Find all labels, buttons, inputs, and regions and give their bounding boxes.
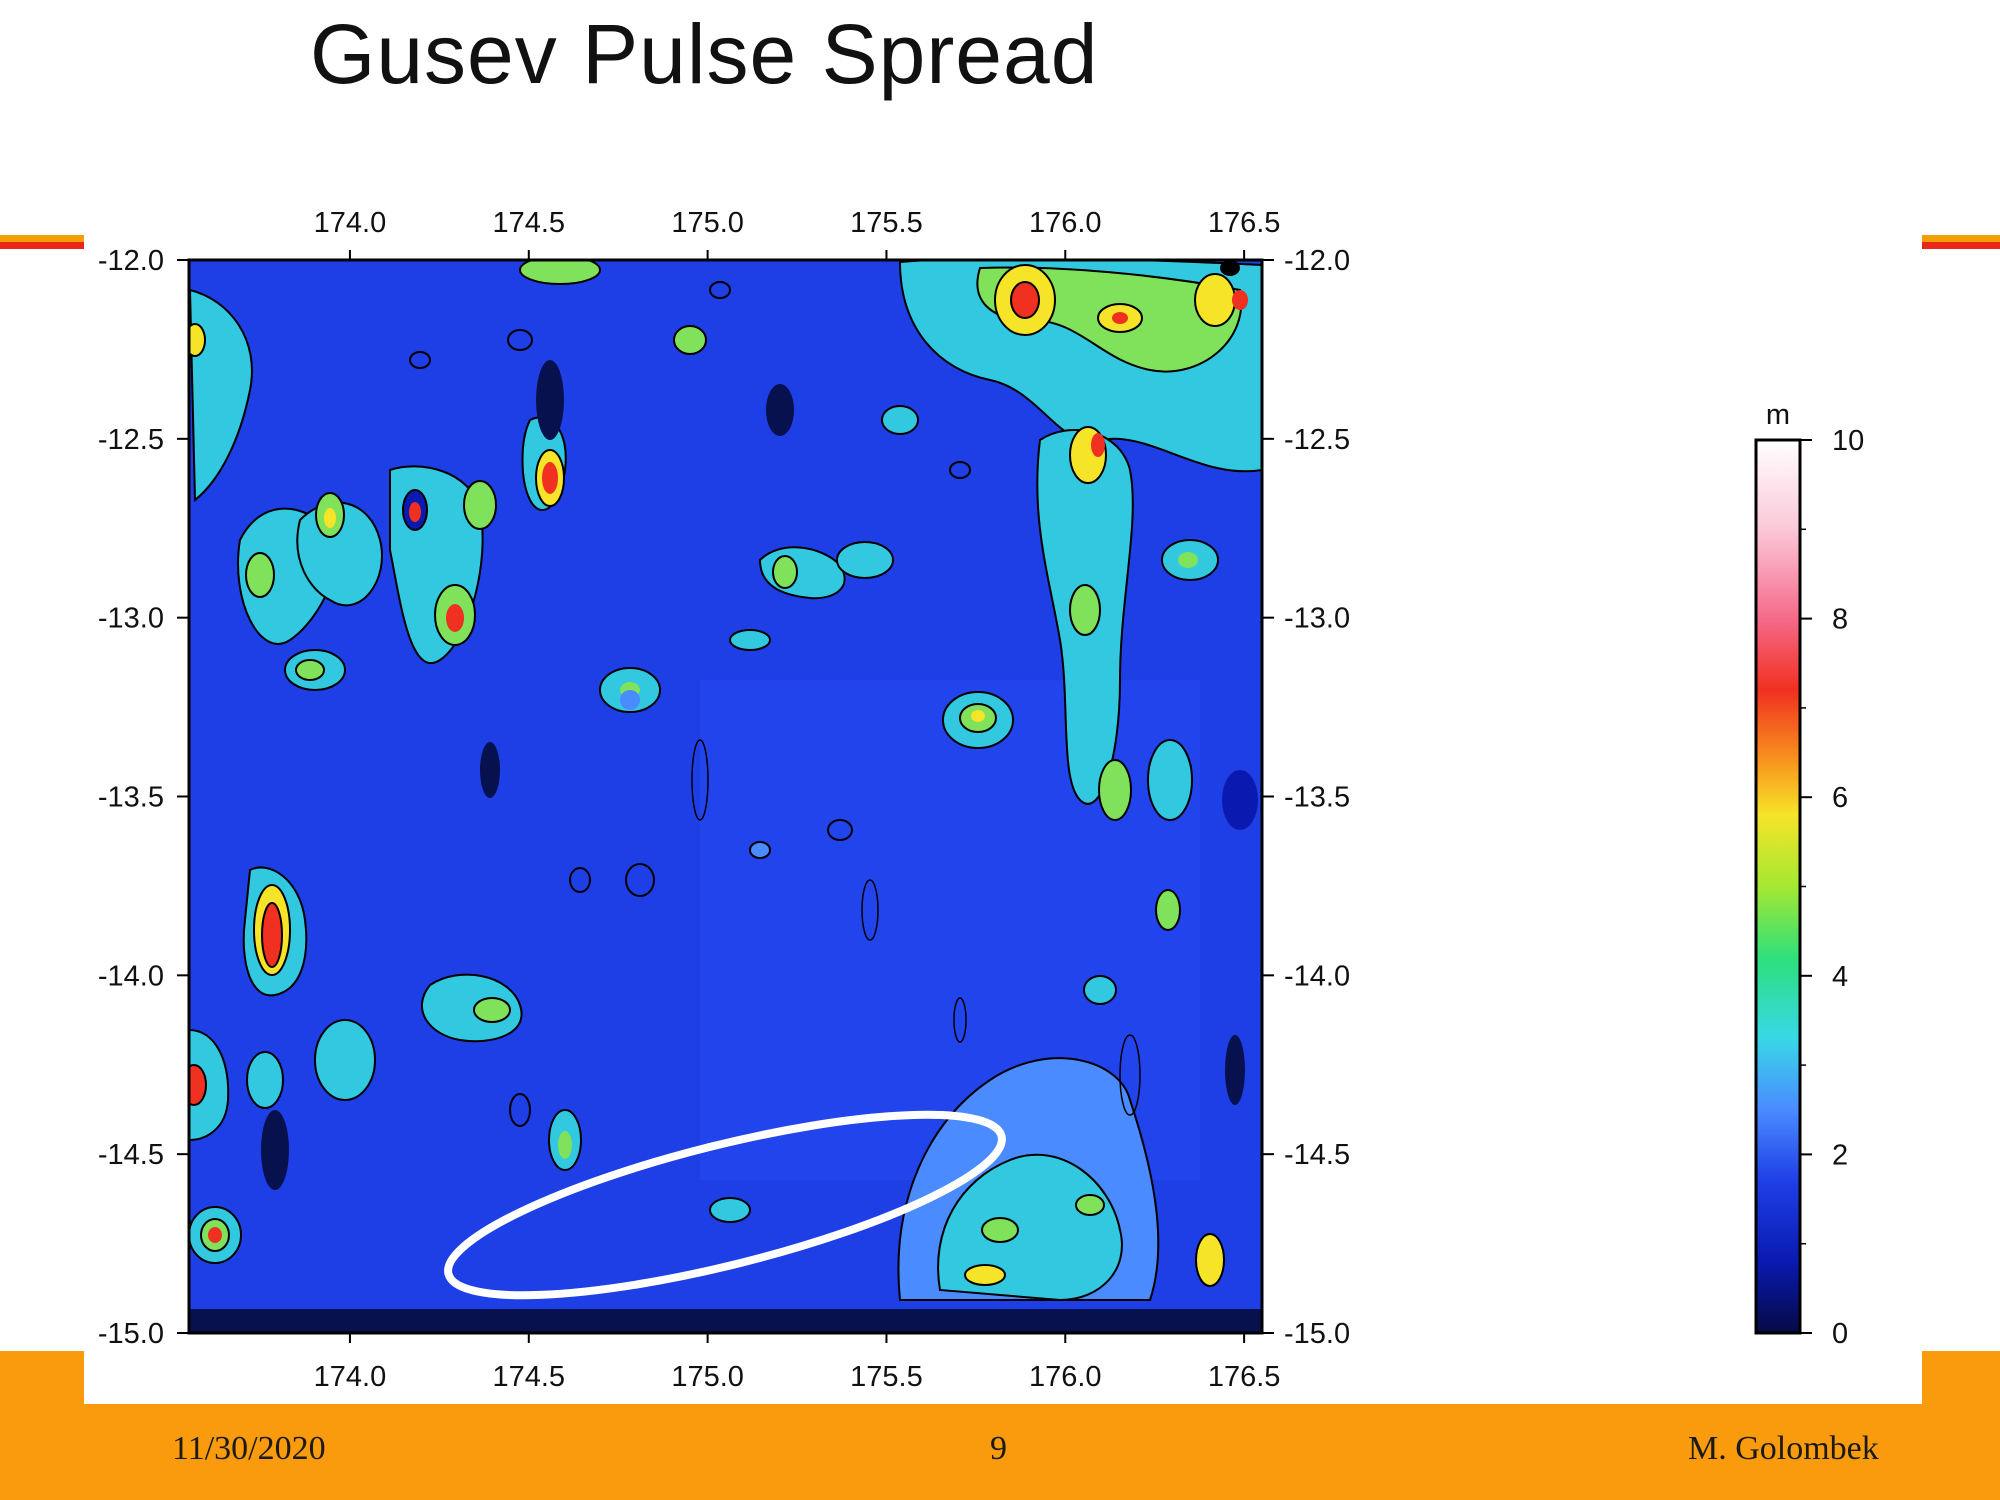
- lon-tick-label-bottom: 175.0: [671, 1361, 744, 1393]
- lat-tick-label-left: -12.0: [98, 245, 164, 277]
- accent-stripe-right: [1922, 235, 2000, 249]
- lat-tick-label-right: -13.5: [1284, 782, 1350, 814]
- axis-ticks: 174.0 174.0 174.5 174.5 175.0 175.0 175.5 175.5…: [98, 207, 1350, 1393]
- lon-tick-label-top: 175.0: [671, 207, 744, 239]
- lon-tick-label-bottom: 175.5: [850, 1361, 923, 1393]
- lat-tick-label-right: -12.0: [1284, 245, 1350, 277]
- lat-tick-label-right: -15.0: [1284, 1318, 1350, 1350]
- colorbar-tick-label: 0: [1832, 1318, 1848, 1350]
- map-raster: [189, 260, 1262, 1333]
- lon-tick-label-top: 174.5: [492, 207, 565, 239]
- lat-tick-label-left: -14.0: [98, 960, 164, 992]
- lon-tick-label-bottom: 174.0: [314, 1361, 387, 1393]
- content-backdrop: [84, 1351, 1922, 1404]
- lon-tick-label-top: 174.0: [314, 207, 387, 239]
- lat-tick-label-left: -13.5: [98, 782, 164, 814]
- lon-tick-label-top: 176.0: [1029, 207, 1102, 239]
- colorbar-unit: m: [1766, 399, 1790, 431]
- lon-tick-label-bottom: 176.5: [1208, 1361, 1281, 1393]
- lat-tick-label-left: -12.5: [98, 424, 164, 456]
- lat-tick-label-right: -13.0: [1284, 603, 1350, 635]
- lon-tick-label-top: 176.5: [1208, 207, 1281, 239]
- lon-tick-label-bottom: 174.5: [492, 1361, 565, 1393]
- colorbar-tick-label: 4: [1832, 961, 1848, 993]
- footer-page-number: 9: [990, 1430, 1007, 1467]
- lat-tick-label-left: -15.0: [98, 1318, 164, 1350]
- colorbar-tick-label: 8: [1832, 604, 1848, 636]
- lat-tick-label-left: -13.0: [98, 603, 164, 635]
- colorbar-tick-label: 2: [1832, 1139, 1848, 1171]
- lon-tick-label-bottom: 176.0: [1029, 1361, 1102, 1393]
- slide-title: Gusev Pulse Spread: [310, 7, 1099, 101]
- footer-author: M. Golombek: [1688, 1430, 1879, 1467]
- lat-tick-label-right: -14.0: [1284, 960, 1350, 992]
- lat-tick-label-right: -12.5: [1284, 424, 1350, 456]
- lon-tick-label-top: 175.5: [850, 207, 923, 239]
- footer-date: 11/30/2020: [172, 1430, 326, 1467]
- colorbar-tick-label: 10: [1832, 425, 1864, 457]
- colorbar: [1754, 438, 1802, 1335]
- colorbar-ticks: 10 8 6 4 2 0: [1800, 425, 1864, 1350]
- lat-tick-label-right: -14.5: [1284, 1139, 1350, 1171]
- accent-stripe-left: [0, 235, 84, 249]
- landing-ellipse: [444, 1110, 1006, 1300]
- colorbar-tick-label: 6: [1832, 782, 1848, 814]
- lat-tick-label-left: -14.5: [98, 1139, 164, 1171]
